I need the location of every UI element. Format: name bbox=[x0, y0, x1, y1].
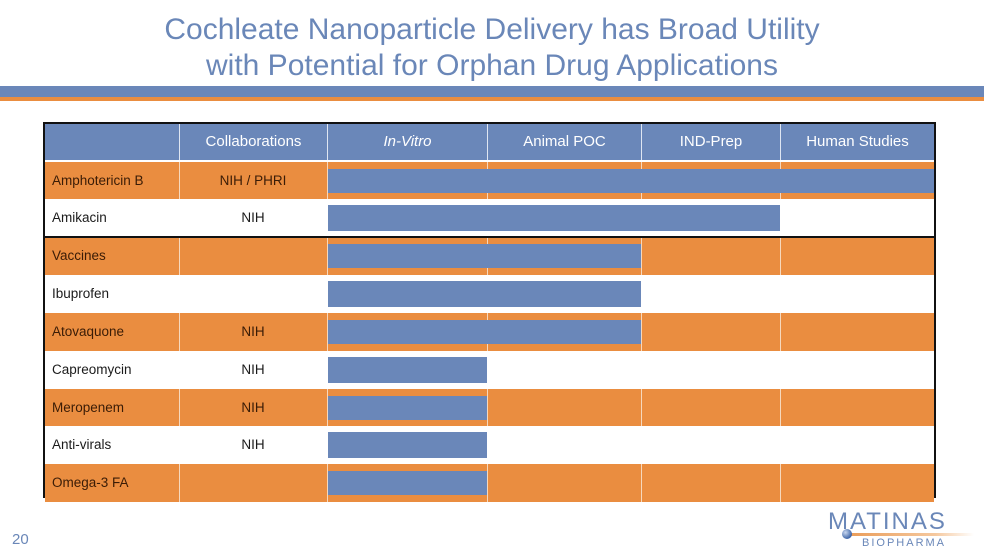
header-stripe-orange bbox=[0, 97, 984, 101]
progress-bar bbox=[328, 396, 487, 420]
row-collaborations: NIH bbox=[241, 210, 265, 225]
header-cell-in-vitro: In-Vitro bbox=[327, 124, 487, 160]
column-divider bbox=[327, 237, 328, 275]
row-product-name: Ibuprofen bbox=[52, 286, 110, 301]
logo-sphere-icon bbox=[842, 529, 852, 539]
row-collaborations bbox=[179, 237, 327, 275]
table-row: Amikacin NIH bbox=[45, 199, 934, 237]
row-collaborations: NIH bbox=[241, 437, 265, 452]
page-number: 20 bbox=[12, 531, 29, 548]
progress-bar bbox=[328, 205, 780, 231]
row-collaborations: NIH bbox=[241, 362, 265, 377]
column-divider bbox=[327, 389, 328, 427]
column-divider bbox=[780, 199, 781, 237]
column-divider bbox=[179, 464, 180, 502]
column-divider bbox=[780, 464, 781, 502]
table-row: Atovaquone NIH bbox=[45, 313, 934, 351]
column-divider bbox=[780, 313, 781, 351]
row-product-name: Anti-virals bbox=[52, 437, 112, 452]
row-collaborations bbox=[179, 464, 327, 502]
column-divider bbox=[641, 237, 642, 275]
column-divider bbox=[641, 275, 642, 313]
header-cell-product bbox=[45, 124, 179, 160]
progress-bar bbox=[328, 281, 641, 307]
row-product-name: Amikacin bbox=[52, 210, 107, 225]
row-collaborations bbox=[179, 275, 327, 313]
column-divider bbox=[487, 464, 488, 502]
column-divider bbox=[780, 389, 781, 427]
column-divider bbox=[641, 351, 642, 389]
column-divider bbox=[487, 389, 488, 427]
slide-title-line-1: Cochleate Nanoparticle Delivery has Broa… bbox=[164, 13, 820, 46]
column-divider bbox=[327, 464, 328, 502]
row-product-name: Atovaquone bbox=[52, 324, 125, 339]
table-row: Omega-3 FA bbox=[45, 464, 934, 502]
row-product-name: Omega-3 FA bbox=[52, 475, 129, 490]
column-divider bbox=[780, 275, 781, 313]
column-divider bbox=[641, 313, 642, 351]
column-divider bbox=[179, 237, 180, 275]
table-row: Ibuprofen bbox=[45, 275, 934, 313]
column-divider bbox=[641, 464, 642, 502]
header-cell-collaborations: Collaborations bbox=[179, 124, 327, 160]
header-cell-ind-prep: IND-Prep bbox=[641, 124, 780, 160]
header-cell-human-studies: Human Studies bbox=[780, 124, 934, 160]
column-divider bbox=[641, 389, 642, 427]
progress-bar bbox=[328, 357, 487, 383]
slide-title-line-2: with Potential for Orphan Drug Applicati… bbox=[206, 49, 778, 82]
column-divider bbox=[780, 426, 781, 464]
row-collaborations: NIH bbox=[241, 324, 265, 339]
pipeline-table: Collaborations In-Vitro Animal POC IND-P… bbox=[43, 122, 936, 502]
table-row: Anti-virals NIH bbox=[45, 426, 934, 464]
table-row: Vaccines bbox=[45, 237, 934, 275]
column-divider bbox=[487, 426, 488, 464]
row-product-name: Amphotericin B bbox=[52, 173, 144, 188]
progress-bar bbox=[328, 244, 641, 268]
column-divider bbox=[327, 313, 328, 351]
row-product-name: Capreomycin bbox=[52, 362, 132, 377]
column-divider bbox=[487, 351, 488, 389]
table-row: Meropenem NIH bbox=[45, 389, 934, 427]
progress-bar bbox=[328, 471, 487, 495]
group-separator-line bbox=[45, 236, 934, 238]
row-collaborations: NIH / PHRI bbox=[219, 173, 287, 188]
table-row: Capreomycin NIH bbox=[45, 351, 934, 389]
column-divider bbox=[780, 351, 781, 389]
logo-swoosh-icon bbox=[844, 533, 974, 536]
matinas-logo: MATINAS BIOPHARMA bbox=[826, 508, 978, 552]
progress-bar bbox=[328, 320, 641, 344]
column-divider bbox=[179, 313, 180, 351]
progress-bar bbox=[328, 432, 487, 458]
logo-subtitle: BIOPHARMA bbox=[862, 537, 947, 549]
column-divider bbox=[179, 162, 180, 200]
column-divider bbox=[780, 237, 781, 275]
slide-title: Cochleate Nanoparticle Delivery has Broa… bbox=[0, 12, 984, 84]
header-stripe-blue bbox=[0, 86, 984, 97]
table-row: Amphotericin B NIH / PHRI bbox=[45, 162, 934, 200]
progress-bar bbox=[328, 169, 934, 193]
table-header-row: Collaborations In-Vitro Animal POC IND-P… bbox=[45, 124, 934, 160]
column-divider bbox=[327, 162, 328, 200]
row-product-name: Vaccines bbox=[52, 248, 106, 263]
column-divider bbox=[179, 389, 180, 427]
row-collaborations: NIH bbox=[241, 400, 265, 415]
header-cell-animal-poc: Animal POC bbox=[487, 124, 641, 160]
row-product-name: Meropenem bbox=[52, 400, 125, 415]
column-divider bbox=[641, 426, 642, 464]
